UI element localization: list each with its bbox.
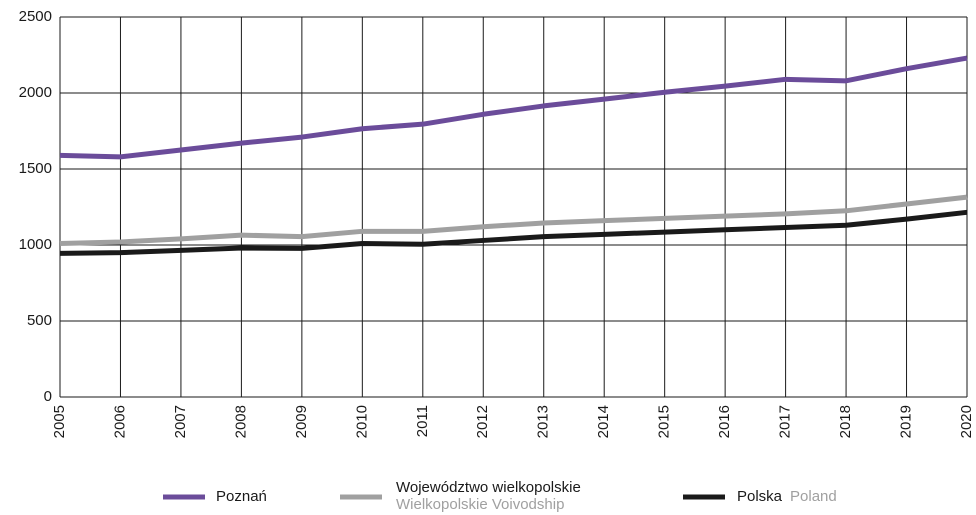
series-line xyxy=(59,209,968,256)
x-tick-label: 2018 xyxy=(837,405,854,438)
legend-label: Województwo wielkopolskie xyxy=(396,479,581,496)
x-tick-label: 2020 xyxy=(958,405,975,438)
y-tick-label: 2000 xyxy=(19,84,52,101)
y-tick-label: 0 xyxy=(44,388,52,405)
x-tick-label: 2006 xyxy=(111,405,128,438)
x-tick-label: 2019 xyxy=(898,405,915,438)
y-tick-label: 1500 xyxy=(19,160,52,177)
series-line xyxy=(59,55,968,160)
x-tick-label: 2014 xyxy=(595,405,612,438)
x-tick-label: 2011 xyxy=(414,405,431,437)
x-tick-label: 2016 xyxy=(716,405,733,438)
legend-label-en: Poland xyxy=(790,488,837,505)
x-tick-label: 2010 xyxy=(353,405,370,438)
x-tick-label: 2005 xyxy=(51,405,68,438)
x-tick-label: 2015 xyxy=(656,405,673,438)
x-tick-label: 2007 xyxy=(172,405,189,438)
y-tick-label: 2500 xyxy=(19,8,52,25)
series-line xyxy=(59,194,968,246)
y-tick-label: 1000 xyxy=(19,236,52,253)
x-tick-label: 2013 xyxy=(535,405,552,438)
x-tick-label: 2012 xyxy=(474,405,491,438)
x-tick-label: 2008 xyxy=(232,405,249,438)
x-tick-label: 2009 xyxy=(293,405,310,438)
legend-label: Poznań xyxy=(216,488,267,505)
x-tick-label: 2017 xyxy=(777,405,794,438)
legend-label: Polska xyxy=(737,488,783,505)
legend-label-en: Wielkopolskie Voivodship xyxy=(396,496,564,513)
y-tick-label: 500 xyxy=(27,312,52,329)
